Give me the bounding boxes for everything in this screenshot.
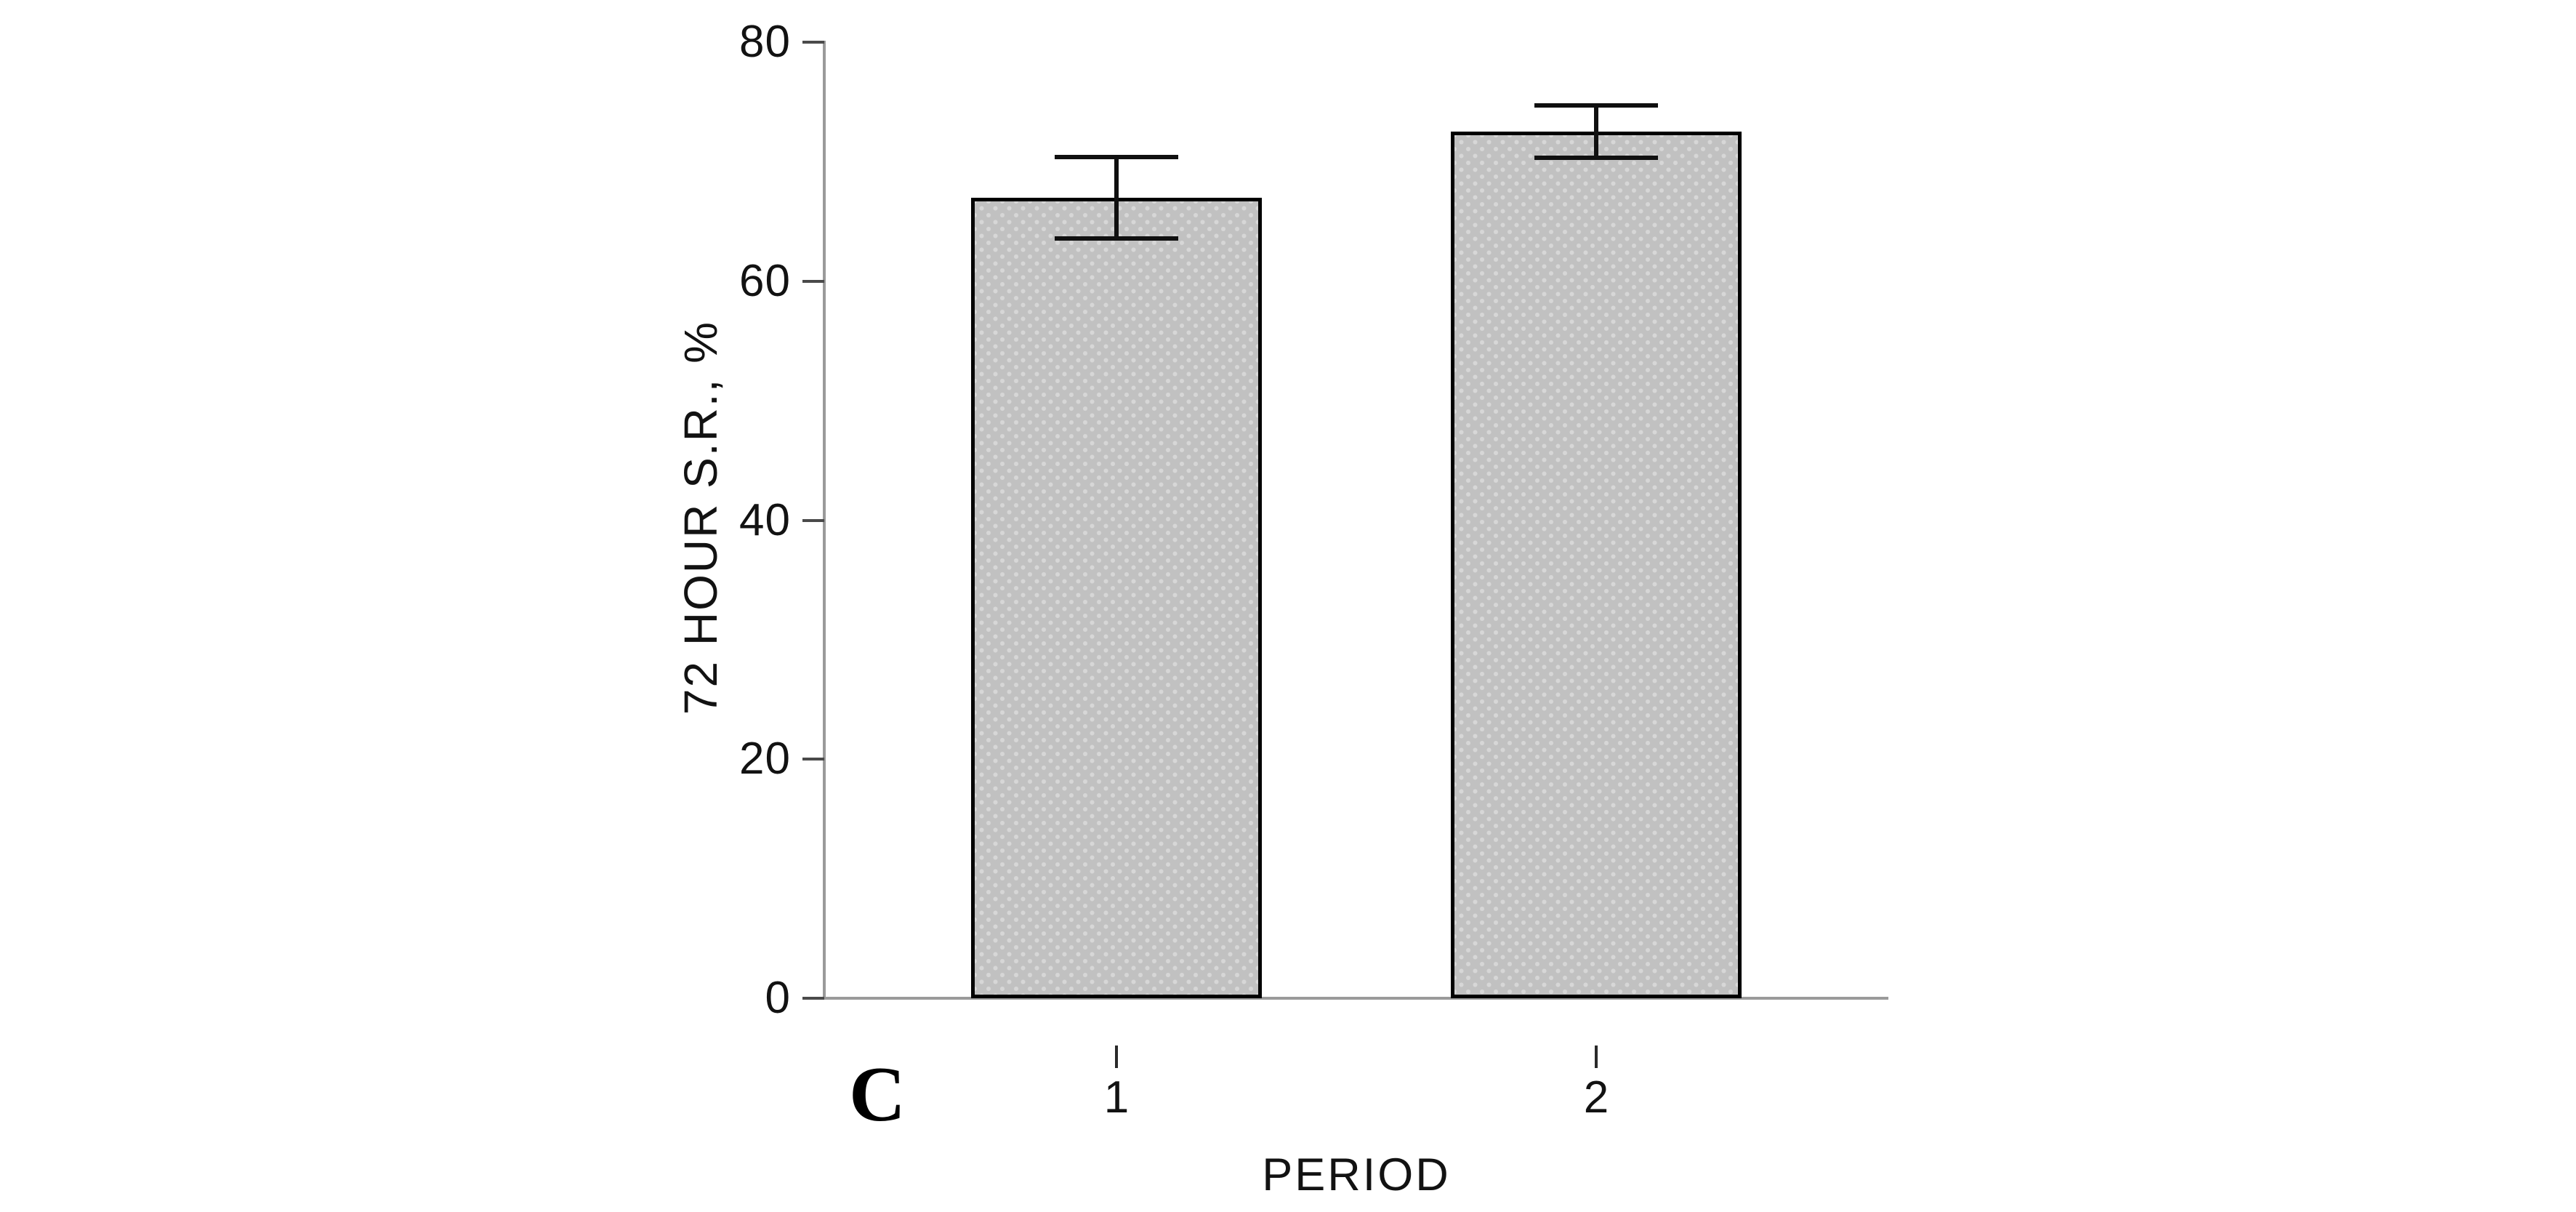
y-tick-label: 80 bbox=[739, 17, 791, 67]
error-bar-bottom-cap bbox=[1534, 156, 1658, 161]
y-tick-mark bbox=[802, 41, 824, 44]
y-tick-mark bbox=[802, 758, 824, 761]
x-tick-label-period-1: 1 bbox=[1103, 1072, 1130, 1123]
y-tick-mark bbox=[802, 279, 824, 283]
x-tick-mark bbox=[1115, 1046, 1118, 1068]
y-axis-title: 72 HOUR S.R., % bbox=[675, 320, 727, 715]
y-tick-label: 40 bbox=[739, 494, 791, 545]
error-bar-top-cap bbox=[1534, 103, 1658, 108]
y-tick-mark bbox=[802, 518, 824, 522]
x-tick-mark bbox=[1595, 1046, 1598, 1068]
error-bar-line bbox=[1594, 105, 1598, 158]
panel-label: C bbox=[849, 1051, 906, 1138]
x-axis-line bbox=[804, 997, 1888, 1000]
y-tick-mark bbox=[802, 997, 824, 1000]
x-axis-title: PERIOD bbox=[1262, 1149, 1451, 1200]
y-tick-label: 60 bbox=[739, 255, 791, 306]
y-tick-label: 20 bbox=[739, 734, 791, 784]
bar-period-2 bbox=[1451, 132, 1742, 998]
error-bar-line bbox=[1114, 156, 1119, 238]
y-tick-label: 0 bbox=[765, 973, 791, 1023]
error-bar-bottom-cap bbox=[1055, 236, 1178, 241]
bar-period-1 bbox=[971, 197, 1262, 998]
x-tick-label-period-2: 2 bbox=[1583, 1072, 1609, 1123]
y-axis-line bbox=[823, 41, 826, 1000]
error-bar-top-cap bbox=[1055, 154, 1178, 159]
